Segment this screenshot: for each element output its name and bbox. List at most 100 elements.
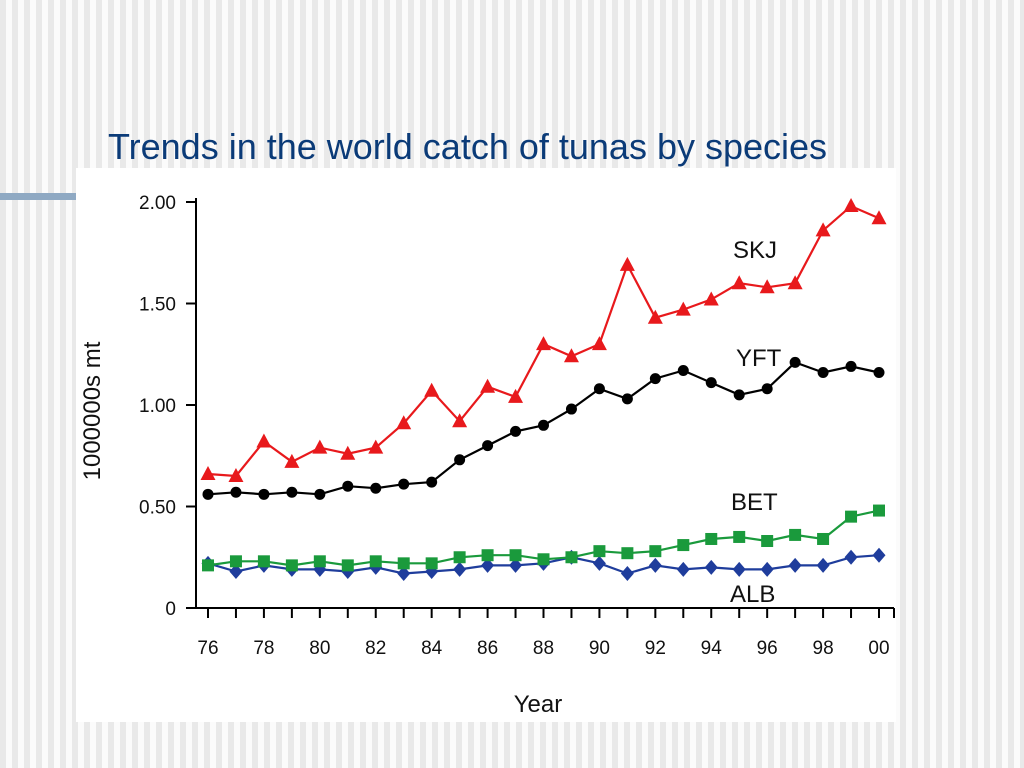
- x-tick-label: 94: [701, 638, 723, 659]
- data-point-bet: [733, 530, 746, 543]
- data-point-bet: [761, 535, 774, 548]
- data-point-skj: [200, 466, 216, 481]
- data-point-skj: [703, 291, 719, 306]
- data-point-yft: [286, 486, 298, 498]
- data-point-skj: [396, 415, 412, 430]
- data-point-yft: [370, 482, 382, 494]
- data-point-yft: [454, 454, 466, 466]
- tuna-catch-chart: 0 0.50 1.00 1.50 2.00 76 78 80 82 84 86 88 90 92 94 96 9…: [79, 193, 895, 718]
- data-point-skj: [815, 222, 831, 237]
- data-point-yft: [677, 364, 689, 376]
- data-point-yft: [649, 373, 661, 385]
- x-tick-label: 78: [253, 638, 274, 659]
- data-point-yft: [398, 478, 410, 490]
- data-point-bet: [593, 545, 606, 558]
- data-point-alb: [341, 563, 355, 579]
- series-bet: [202, 504, 885, 572]
- data-point-skj: [871, 210, 887, 225]
- data-point-bet: [537, 553, 550, 566]
- data-point-bet: [313, 555, 326, 568]
- data-point-yft: [538, 419, 549, 431]
- data-point-yft: [873, 367, 885, 379]
- data-point-alb: [648, 557, 662, 573]
- data-point-yft: [258, 488, 270, 500]
- data-point-yft: [342, 480, 354, 492]
- data-point-skj: [619, 256, 635, 271]
- data-point-skj: [368, 439, 384, 454]
- data-point-alb: [620, 565, 634, 581]
- data-point-skj: [452, 413, 468, 428]
- data-point-alb: [676, 561, 690, 577]
- data-point-yft: [426, 476, 438, 488]
- data-point-bet: [257, 555, 270, 568]
- data-point-alb: [816, 557, 830, 573]
- data-point-bet: [397, 557, 410, 570]
- x-tick-label: 86: [477, 638, 498, 659]
- data-point-alb: [704, 559, 718, 575]
- data-point-skj: [284, 453, 300, 468]
- data-point-yft: [593, 383, 605, 395]
- data-point-skj: [480, 378, 496, 393]
- y-tick-label: 2.00: [139, 193, 176, 214]
- data-point-skj: [536, 336, 551, 351]
- data-point-alb: [788, 557, 802, 573]
- data-point-bet: [817, 532, 830, 545]
- y-tick-label: 0: [165, 599, 176, 620]
- data-point-alb: [592, 555, 606, 571]
- data-point-skj: [787, 275, 803, 290]
- labels-layer: SKJ YFT BET ALB: [730, 237, 782, 608]
- series-skj: [200, 198, 887, 483]
- data-point-bet: [789, 528, 802, 541]
- series-label-skj: SKJ: [733, 237, 777, 264]
- data-point-yft: [761, 383, 773, 395]
- x-tick-label: 84: [421, 638, 443, 659]
- data-point-yft: [845, 360, 857, 372]
- data-point-bet: [341, 559, 354, 572]
- data-point-bet: [565, 551, 578, 564]
- data-point-yft: [705, 377, 717, 389]
- data-point-bet: [677, 539, 690, 552]
- data-point-skj: [340, 445, 356, 460]
- data-point-alb: [844, 549, 858, 565]
- data-point-yft: [733, 389, 745, 401]
- x-tick-label: 82: [365, 638, 386, 659]
- data-point-yft: [789, 356, 801, 368]
- data-point-skj: [424, 382, 440, 397]
- series-label-bet: BET: [731, 489, 778, 516]
- data-point-yft: [230, 486, 242, 498]
- data-point-alb: [229, 563, 243, 579]
- data-point-bet: [873, 504, 885, 517]
- series-label-yft: YFT: [736, 345, 782, 372]
- data-point-skj: [759, 279, 775, 294]
- data-point-yft: [510, 425, 522, 437]
- data-point-alb: [872, 547, 886, 563]
- x-axis-title: Year: [514, 691, 563, 718]
- data-point-skj: [256, 433, 272, 448]
- data-point-bet: [705, 532, 718, 545]
- y-tick-label: 0.50: [139, 498, 176, 519]
- accent-bar: [0, 193, 76, 200]
- data-point-skj: [563, 348, 579, 363]
- x-tick-label: 88: [533, 638, 554, 659]
- data-point-skj: [228, 468, 244, 483]
- x-tick-label: 98: [813, 638, 834, 659]
- data-point-alb: [425, 563, 439, 579]
- x-tick-label: 92: [645, 638, 666, 659]
- y-axis-title: 1000000s mt: [79, 341, 106, 480]
- x-tick-label: 00: [868, 638, 889, 659]
- data-point-skj: [843, 198, 859, 213]
- data-point-yft: [621, 393, 633, 405]
- data-point-yft: [314, 488, 326, 500]
- data-point-bet: [425, 557, 438, 570]
- slide-title: Trends in the world catch of tunas by sp…: [108, 126, 828, 167]
- data-point-alb: [453, 561, 467, 577]
- data-point-bet: [649, 545, 662, 558]
- axes: 0 0.50 1.00 1.50 2.00 76 78 80 82 84 86 88 90 92 94 96 9…: [79, 193, 895, 718]
- x-tick-label: 80: [309, 638, 330, 659]
- data-point-yft: [817, 367, 829, 379]
- data-point-alb: [481, 557, 495, 573]
- data-point-yft: [482, 440, 494, 452]
- data-point-bet: [369, 555, 382, 568]
- y-tick-label: 1.50: [139, 295, 176, 316]
- data-point-alb: [760, 561, 774, 577]
